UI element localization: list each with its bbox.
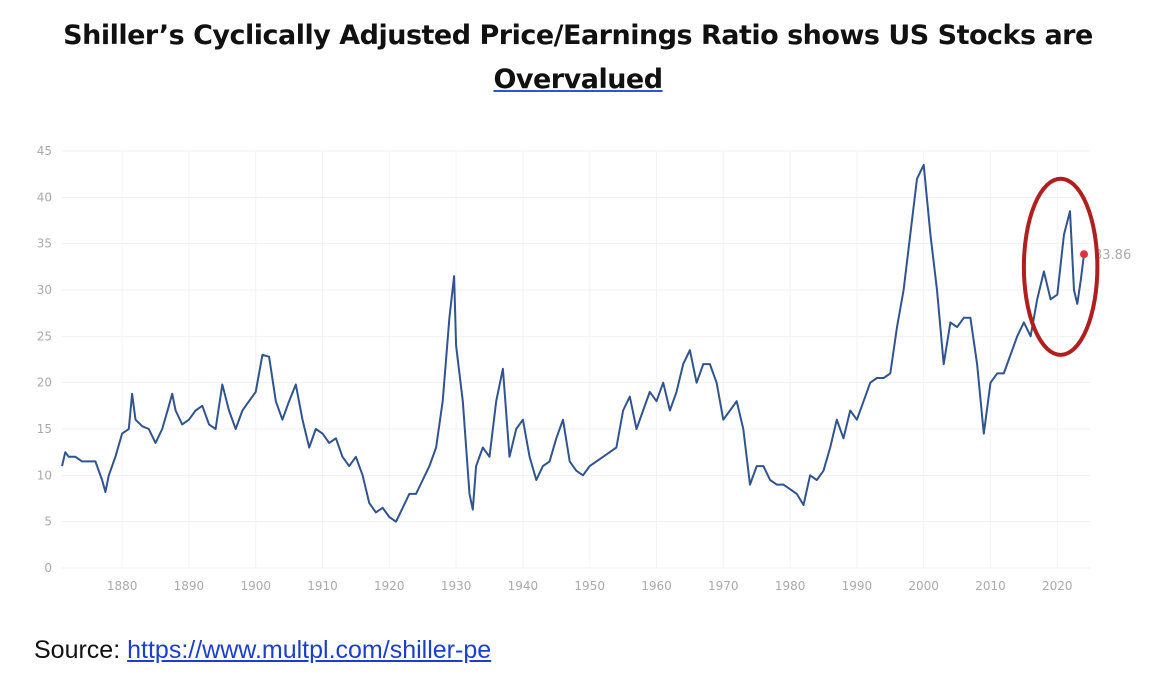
title-line-1: Shiller’s Cyclically Adjusted Price/Earn… [63, 20, 1093, 51]
x-tick-label: 2020 [1042, 579, 1073, 593]
y-tick-label: 30 [37, 283, 52, 297]
x-tick-label: 1910 [307, 579, 338, 593]
x-tick-label: 1960 [641, 579, 672, 593]
x-tick-label: 1940 [508, 579, 539, 593]
y-tick-label: 25 [37, 329, 52, 343]
last-value-label: 33.86 [1094, 248, 1131, 263]
y-tick-label: 45 [37, 144, 52, 158]
x-tick-label: 1980 [775, 579, 806, 593]
y-tick-label: 0 [44, 561, 52, 575]
x-tick-label: 1920 [374, 579, 405, 593]
last-value-marker [1080, 250, 1088, 259]
source-note: Source: https://www.multpl.com/shiller-p… [34, 636, 491, 665]
title-line-2: Overvalued [493, 64, 663, 95]
y-tick-label: 10 [37, 468, 52, 482]
x-tick-label: 1880 [107, 579, 138, 593]
y-tick-label: 15 [37, 422, 52, 436]
source-label: Source: [34, 636, 121, 664]
y-tick-label: 5 [44, 515, 52, 529]
highlight-ellipse [1021, 176, 1100, 357]
x-tick-label: 1970 [708, 579, 739, 593]
x-tick-label: 2000 [908, 579, 939, 593]
cape-series-line [61, 163, 1085, 523]
x-tick-label: 1930 [441, 579, 472, 593]
chart-title: Shiller’s Cyclically Adjusted Price/Earn… [0, 14, 1156, 102]
x-tick-label: 1990 [842, 579, 873, 593]
y-tick-label: 40 [37, 190, 52, 204]
source-link[interactable]: https://www.multpl.com/shiller-pe [127, 636, 492, 664]
y-tick-label: 35 [37, 237, 52, 251]
x-tick-label: 1950 [574, 579, 605, 593]
x-tick-label: 1890 [174, 579, 205, 593]
x-tick-label: 2010 [975, 579, 1006, 593]
y-tick-label: 20 [37, 376, 52, 390]
x-tick-label: 1900 [240, 579, 271, 593]
